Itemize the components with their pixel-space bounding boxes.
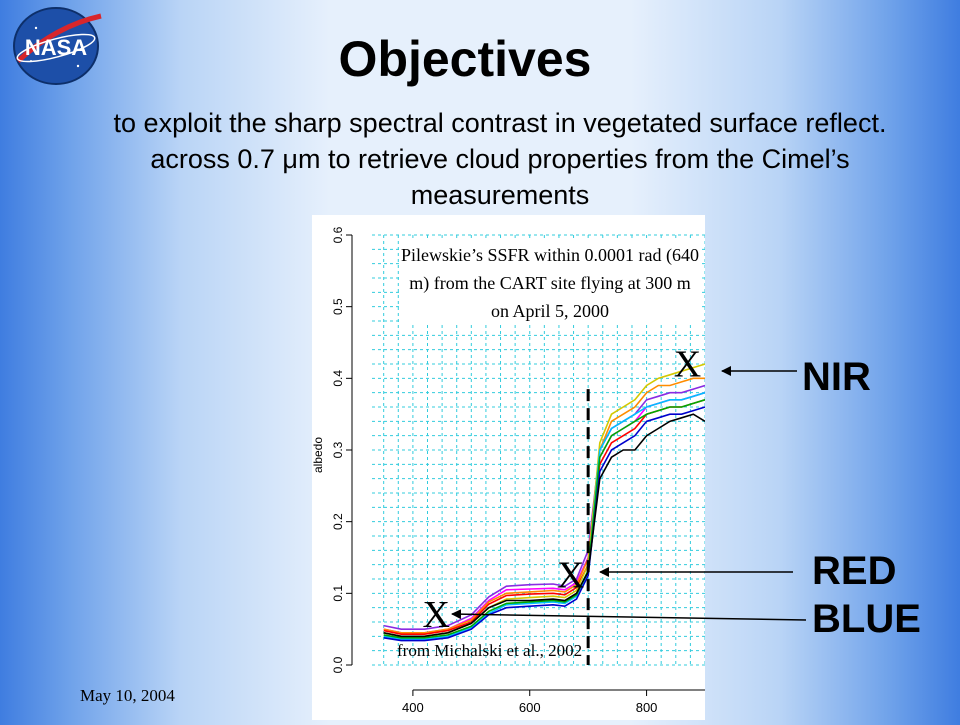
x-marker-2: X [674, 343, 701, 385]
blue-arrow [451, 609, 807, 621]
x-marker-1: X [557, 555, 584, 597]
y-tick-label: 0.4 [331, 370, 345, 387]
x-marker-0: X [423, 594, 450, 636]
chart-series [383, 363, 706, 642]
nasa-logo: NASA [13, 7, 102, 85]
x-tick-label: 400 [402, 700, 424, 715]
y-tick-label: 0.2 [331, 513, 345, 530]
x-tick-label: 800 [636, 700, 658, 715]
y-tick-label: 0.3 [331, 441, 345, 458]
y-tick-label: 0.6 [331, 226, 345, 243]
chart-annotation-box: Pilewskie’s SSFR within 0.0001 rad (640 … [400, 241, 700, 325]
chart-source: from Michalski et al., 2002 [397, 641, 582, 660]
nasa-logo-text: NASA [25, 35, 87, 60]
series-line-8 [383, 413, 706, 638]
series-line-2 [383, 377, 705, 634]
series-line-7 [383, 406, 706, 642]
nir-label: NIR [802, 355, 871, 399]
red-label: RED [812, 549, 897, 593]
y-tick-label: 0.1 [331, 585, 345, 602]
x-tick-label: 600 [519, 700, 541, 715]
slide-date: May 10, 2004 [80, 686, 175, 705]
blue-label: BLUE [812, 597, 921, 641]
slide-subtitle: to exploit the sharp spectral contrast i… [113, 108, 887, 210]
y-axis-label: albedo [312, 437, 325, 473]
y-tick-label: 0.0 [331, 656, 345, 673]
series-line-0 [383, 384, 706, 631]
y-tick-label: 0.5 [331, 298, 345, 315]
chart-annotation: Pilewskie’s SSFR within 0.0001 rad (640 … [400, 241, 700, 325]
slide-title: Objectives [338, 31, 592, 87]
chart-ticks: 0.0 0.1 0.2 0.3 0.4 0.5 0.6 400 600 800 [331, 226, 657, 715]
chart-markers: X X X [423, 343, 702, 636]
